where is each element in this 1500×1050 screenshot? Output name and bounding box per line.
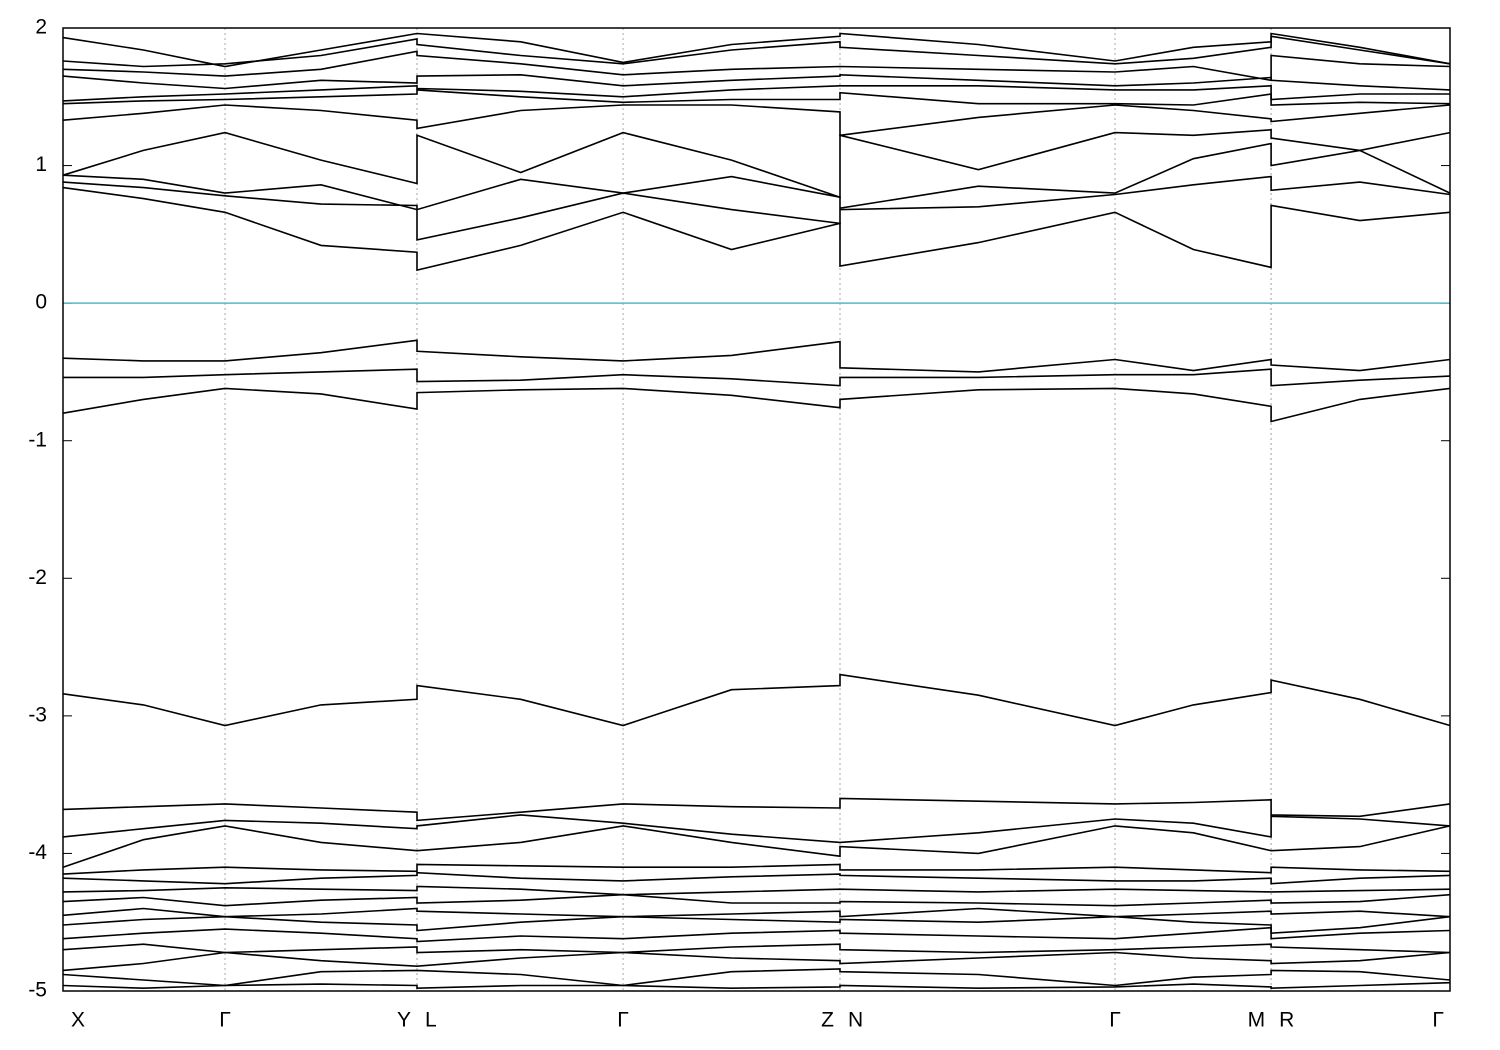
band-line (62, 814, 1451, 844)
band-line (62, 104, 1451, 137)
x-tick-label: N (848, 1009, 863, 1032)
band-line (62, 186, 1451, 272)
y-tick-label: -4 (28, 841, 47, 864)
band-line (62, 797, 1451, 822)
band-line (62, 825, 1451, 868)
band-line (62, 915, 1451, 935)
band-line (62, 50, 1451, 82)
band-line (62, 339, 1451, 373)
x-tick-label: Z (821, 1009, 834, 1032)
band-line (62, 926, 1451, 943)
band-line (62, 175, 1451, 241)
y-tick-label: 2 (35, 16, 47, 39)
x-tick-label: M (1248, 1009, 1266, 1032)
x-tick-label: L (425, 1009, 437, 1032)
band-line (62, 871, 1451, 885)
x-tick-label: Γ (1432, 1009, 1444, 1032)
band-line (62, 968, 1451, 987)
x-tick-label: Γ (219, 1009, 231, 1032)
band-line (62, 128, 1451, 199)
band-line (62, 907, 1451, 918)
y-tick-label: -3 (28, 703, 47, 726)
band-line (62, 863, 1451, 875)
band-line (62, 32, 1451, 68)
x-tick-label: Γ (617, 1009, 629, 1032)
band-line (62, 35, 1451, 68)
y-tick-label: 1 (35, 153, 47, 176)
band-line (62, 885, 1451, 896)
y-tick-label: -2 (28, 566, 47, 589)
band-line (62, 893, 1451, 907)
x-tick-label: Y (397, 1009, 411, 1032)
band-line (62, 981, 1451, 990)
y-tick-label: -5 (28, 979, 47, 1002)
y-tick-label: 0 (35, 291, 47, 314)
band-line (63, 368, 1451, 387)
y-tick-label: -1 (28, 428, 47, 451)
band-line (62, 84, 1450, 102)
band-line (62, 387, 1451, 423)
x-tick-label: R (1279, 1009, 1294, 1032)
band-line (62, 673, 1451, 727)
plot-frame (62, 27, 1451, 992)
x-tick-label: X (71, 1009, 85, 1032)
x-tick-label: Γ (1109, 1009, 1121, 1032)
band-line (62, 951, 1451, 972)
band-line (62, 943, 1451, 954)
